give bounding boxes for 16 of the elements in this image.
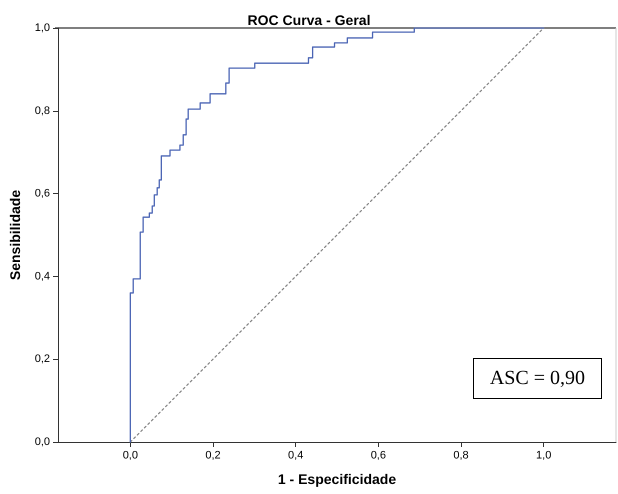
annotation: ASC = 0,90: [472, 358, 602, 399]
x-axis-title: 1 - Especificidade: [278, 471, 396, 487]
y-tick-label: 0,4: [34, 270, 50, 282]
y-tick-label: 1,0: [34, 22, 50, 34]
y-axis-title: Sensibilidade: [7, 190, 23, 280]
y-tick-label: 0,6: [34, 188, 50, 200]
x-tick-label: 0,6: [370, 450, 386, 462]
x-tick-label: 0,8: [453, 450, 469, 462]
y-tick-label: 0,0: [34, 436, 50, 448]
x-tick-label: 0,0: [122, 450, 138, 462]
x-tick-label: 1,0: [536, 450, 552, 462]
x-tick-label: 0,4: [288, 450, 304, 462]
x-tick-label: 0,2: [205, 450, 221, 462]
y-tick-label: 0,8: [34, 104, 50, 117]
y-tick-label: 0,2: [34, 353, 50, 366]
chart-title: ROC Curva - Geral: [248, 12, 370, 28]
